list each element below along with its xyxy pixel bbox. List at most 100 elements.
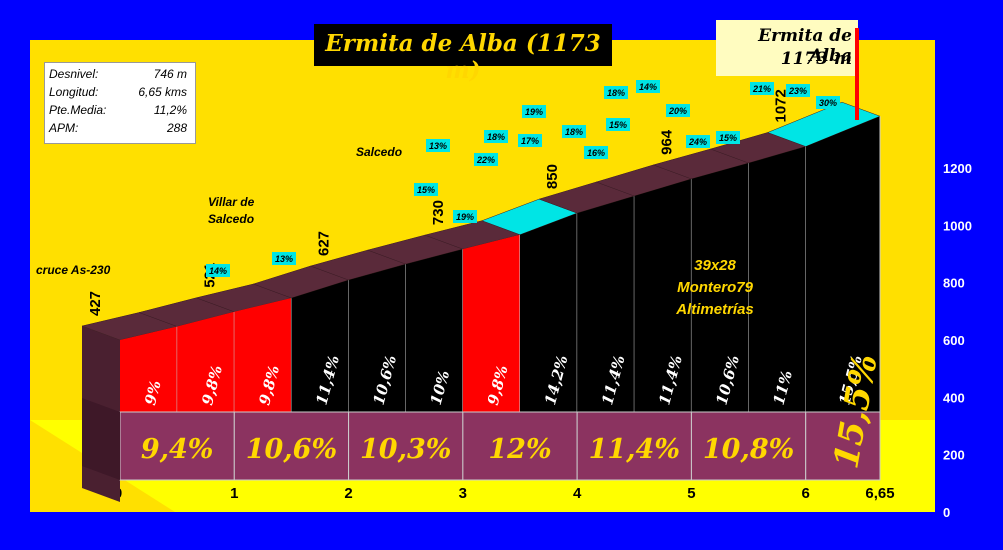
ramp-label: 14%: [209, 266, 227, 276]
ramp-label: 15%: [719, 133, 737, 143]
ramp-badge: [816, 96, 840, 109]
credit-text: Altimetrías: [675, 301, 754, 318]
profile-segment: [748, 146, 806, 412]
ramp-label: 21%: [752, 84, 771, 94]
x-tick-label: 5: [687, 485, 695, 502]
ramp-label: 22%: [476, 155, 495, 165]
altitude-label: 1072: [773, 89, 790, 122]
stat-row: Longitud: 6,65 kms: [49, 85, 191, 101]
km-percent-band: [233, 411, 350, 481]
ramp-label: 13%: [275, 254, 293, 264]
stats-box: Desnivel: 746 m Longitud: 6,65 kms Pte.M…: [44, 62, 196, 144]
stat-value: 288: [166, 121, 187, 135]
ramp-badge: [686, 135, 710, 148]
km-percent-label: 12%: [488, 434, 551, 465]
summit-box: Ermita de Alba 1173 m: [716, 20, 858, 76]
ramp-badge: [414, 183, 438, 196]
ramp-badge: [666, 104, 690, 117]
stat-label: Desnivel:: [49, 67, 99, 81]
profile-segment: [634, 178, 692, 412]
profile-segment: [691, 163, 749, 412]
profile-segment: [462, 234, 520, 412]
summit-name: Ermita de Alba: [758, 26, 852, 66]
km-percent-label: 11,4%: [589, 434, 680, 465]
altitude-label: 730: [430, 200, 447, 225]
profile-segment: [120, 326, 178, 412]
ramp-label: 14%: [639, 82, 657, 92]
ramp-badge: [786, 84, 810, 97]
stat-row: APM: 288: [49, 121, 191, 137]
ramp-badge: [584, 146, 608, 159]
y-tick-label: 1200: [943, 161, 972, 176]
ramp-label: 24%: [688, 137, 707, 147]
y-tick-label: 400: [943, 390, 965, 405]
credit-text: 39x28: [694, 257, 736, 274]
km-percent-label: 10,8%: [703, 434, 794, 465]
profile-segment: [177, 311, 235, 412]
ramp-badge: [453, 210, 477, 223]
y-tick-label: 600: [943, 333, 965, 348]
ramp-label: 20%: [668, 106, 687, 116]
title-box: Ermita de Alba (1173 m): [314, 24, 612, 84]
profile-segment: [405, 249, 463, 412]
ramp-label: 19%: [525, 107, 543, 117]
km-percent-band: [462, 411, 578, 481]
ramp-label: 18%: [607, 88, 625, 98]
x-tick-label: 6: [802, 485, 810, 502]
y-tick-label: 0: [943, 505, 950, 520]
ramp-badge: [474, 153, 498, 166]
altitude-label: 850: [544, 164, 561, 189]
stat-value: 11,2%: [153, 103, 187, 117]
km-percent-band: [348, 411, 464, 481]
y-tick-label: 800: [943, 276, 965, 291]
km-percent-band: [690, 411, 807, 481]
credit-text: Montero79: [677, 279, 754, 296]
place-label: Salcedo: [208, 212, 254, 226]
place-label: Villar de: [208, 195, 255, 209]
ramp-label: 23%: [788, 86, 807, 96]
altitude-label: 427: [87, 291, 104, 316]
x-tick-label: 6,65: [865, 485, 894, 502]
ramp-label: 30%: [819, 98, 837, 108]
stat-value: 746 m: [153, 67, 187, 81]
km-percent-band: [805, 411, 881, 481]
stat-label: APM:: [49, 121, 79, 135]
ramp-badge: [606, 118, 630, 131]
summit-flag: [855, 28, 859, 120]
stat-row: Desnivel: 746 m: [49, 67, 191, 83]
x-tick-label: 4: [573, 485, 582, 502]
x-tick-label: 2: [344, 485, 352, 502]
ramp-badge: [206, 264, 230, 277]
ramp-label: 17%: [521, 136, 539, 146]
ramp-badge: [562, 125, 586, 138]
x-tick-label: 1: [230, 485, 238, 502]
ramp-badge: [272, 252, 296, 265]
ramp-badge: [426, 139, 450, 152]
ramp-label: 18%: [565, 127, 583, 137]
x-tick-label: 3: [459, 485, 467, 502]
km-percent-label: 10,6%: [246, 434, 337, 465]
stat-label: Longitud:: [49, 85, 99, 99]
summit-altitude: 1173 m: [780, 49, 852, 69]
km-band-side: [82, 398, 120, 480]
profile-top-band: [767, 101, 881, 147]
chart-title: Ermita de Alba (1173 m): [325, 30, 601, 84]
km-percent-band: [576, 411, 692, 481]
y-tick-label: 1000: [943, 218, 972, 233]
stat-label: Pte.Media:: [49, 103, 107, 117]
ramp-badge: [750, 82, 774, 95]
ramp-badge: [518, 134, 542, 147]
altitude-label: 627: [316, 231, 333, 256]
ramp-label: 18%: [487, 132, 505, 142]
y-tick-label: 200: [943, 448, 965, 463]
place-label: cruce As-230: [36, 263, 111, 277]
stat-row: Pte.Media: 11,2%: [49, 103, 191, 119]
place-label: Salcedo: [356, 145, 402, 159]
profile-segment: [805, 116, 880, 412]
segment-percent-label: 9%: [141, 379, 165, 408]
km-percent-label: 9,4%: [141, 434, 214, 465]
ramp-badge: [716, 131, 740, 144]
profile-segment: [348, 264, 406, 412]
km-percent-label: 10,3%: [360, 434, 451, 465]
